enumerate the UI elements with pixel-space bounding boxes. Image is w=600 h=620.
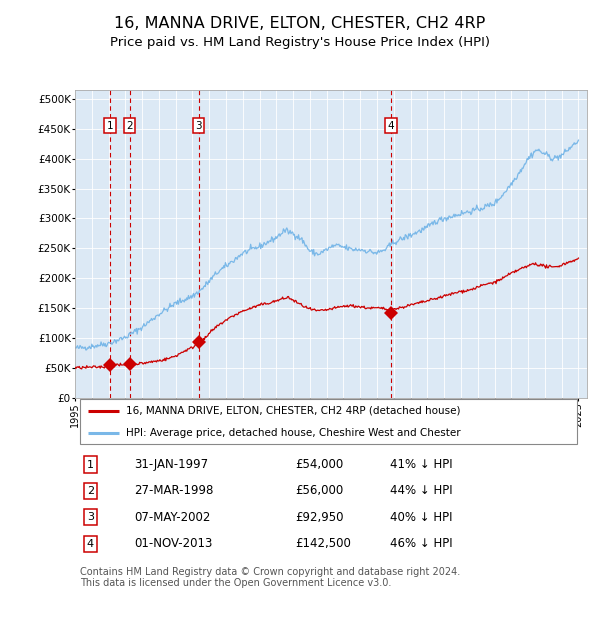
Text: 31-JAN-1997: 31-JAN-1997 <box>134 458 208 471</box>
Text: 4: 4 <box>87 539 94 549</box>
Text: 16, MANNA DRIVE, ELTON, CHESTER, CH2 4RP: 16, MANNA DRIVE, ELTON, CHESTER, CH2 4RP <box>115 16 485 30</box>
Text: 1: 1 <box>107 121 113 131</box>
Text: 40% ↓ HPI: 40% ↓ HPI <box>390 511 452 524</box>
Text: 46% ↓ HPI: 46% ↓ HPI <box>390 538 452 551</box>
Text: 44% ↓ HPI: 44% ↓ HPI <box>390 484 452 497</box>
Text: 3: 3 <box>195 121 202 131</box>
Text: 07-MAY-2002: 07-MAY-2002 <box>134 511 210 524</box>
Text: £142,500: £142,500 <box>295 538 351 551</box>
Text: £92,950: £92,950 <box>295 511 344 524</box>
Text: 01-NOV-2013: 01-NOV-2013 <box>134 538 212 551</box>
Text: £56,000: £56,000 <box>295 484 343 497</box>
Text: Contains HM Land Registry data © Crown copyright and database right 2024.
This d: Contains HM Land Registry data © Crown c… <box>80 567 460 588</box>
Text: 3: 3 <box>87 512 94 523</box>
Text: 2: 2 <box>87 486 94 496</box>
Text: 27-MAR-1998: 27-MAR-1998 <box>134 484 213 497</box>
Text: 4: 4 <box>388 121 394 131</box>
Text: 16, MANNA DRIVE, ELTON, CHESTER, CH2 4RP (detached house): 16, MANNA DRIVE, ELTON, CHESTER, CH2 4RP… <box>126 406 461 416</box>
Text: 41% ↓ HPI: 41% ↓ HPI <box>390 458 452 471</box>
Text: HPI: Average price, detached house, Cheshire West and Chester: HPI: Average price, detached house, Ches… <box>126 428 461 438</box>
FancyBboxPatch shape <box>80 399 577 444</box>
Text: Price paid vs. HM Land Registry's House Price Index (HPI): Price paid vs. HM Land Registry's House … <box>110 36 490 49</box>
Text: 1: 1 <box>87 459 94 469</box>
Text: 2: 2 <box>126 121 133 131</box>
Text: £54,000: £54,000 <box>295 458 343 471</box>
